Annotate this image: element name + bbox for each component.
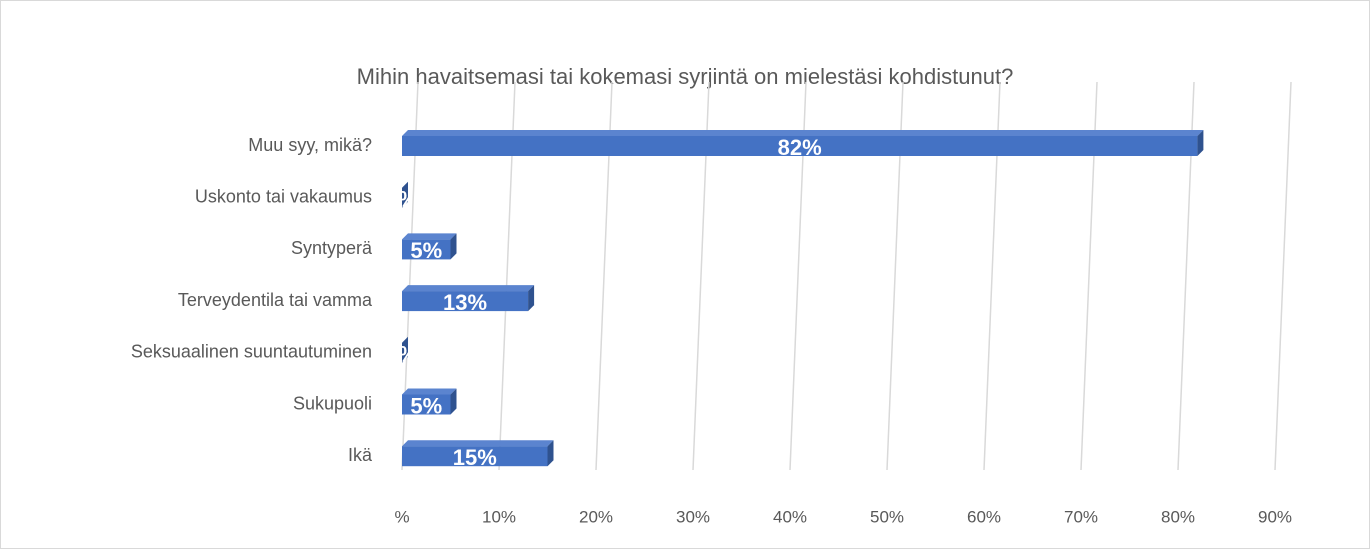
bar-side: [450, 388, 457, 415]
x-tick-label: 50%: [870, 507, 904, 526]
bar-side: [547, 440, 554, 467]
bar-front: [402, 446, 548, 467]
y-tick-label: Sukupuoli: [293, 393, 372, 413]
bar-front: [402, 291, 529, 312]
bar-side: [450, 233, 457, 260]
bar: [402, 233, 457, 260]
chart-title: Mihin havaitsemasi tai kokemasi syrjintä…: [357, 64, 1014, 89]
bar-side: [528, 285, 535, 312]
x-tick-label: 20%: [579, 507, 613, 526]
x-tick-label: 70%: [1064, 507, 1098, 526]
x-tick-label: 40%: [773, 507, 807, 526]
data-label: 5%: [410, 393, 442, 418]
bar-side: [1197, 130, 1204, 156]
data-label: 15%: [453, 445, 497, 470]
data-label: 0%: [386, 187, 418, 212]
bar-top: [402, 440, 554, 447]
bar: [402, 388, 457, 415]
x-tick-label: 30%: [676, 507, 710, 526]
y-tick-label: Uskonto tai vakaumus: [195, 186, 372, 206]
data-label: 13%: [443, 290, 487, 315]
bar: [402, 440, 554, 467]
data-label: 5%: [410, 238, 442, 263]
bar-side: [402, 336, 408, 363]
data-label: 0%: [386, 342, 418, 367]
x-tick-label: 80%: [1161, 507, 1195, 526]
bar-top: [402, 285, 535, 292]
bar-side: [402, 181, 408, 208]
grid-line: [1274, 81, 1292, 471]
y-tick-label: Seksuaalinen suuntautuminen: [131, 342, 372, 362]
bar-top: [402, 130, 1204, 136]
bar-front: [402, 394, 451, 415]
x-tick-label: 90%: [1258, 507, 1292, 526]
y-tick-label: Terveydentila tai vamma: [178, 290, 373, 310]
bar: [402, 336, 408, 363]
bar-front: [402, 136, 1198, 156]
bar-top: [402, 233, 457, 240]
bar: [402, 181, 408, 208]
bar-top: [402, 388, 457, 395]
bar: [402, 130, 1204, 156]
bar-front: [402, 239, 451, 260]
x-tick-label: 60%: [967, 507, 1001, 526]
y-tick-label: Syntyperä: [291, 238, 373, 258]
y-tick-label: Ikä: [348, 445, 373, 465]
data-label: 82%: [778, 135, 822, 160]
x-tick-label: 10%: [482, 507, 516, 526]
bar: [402, 285, 535, 312]
y-tick-label: Muu syy, mikä?: [248, 135, 372, 155]
x-tick-label: %: [394, 507, 409, 526]
